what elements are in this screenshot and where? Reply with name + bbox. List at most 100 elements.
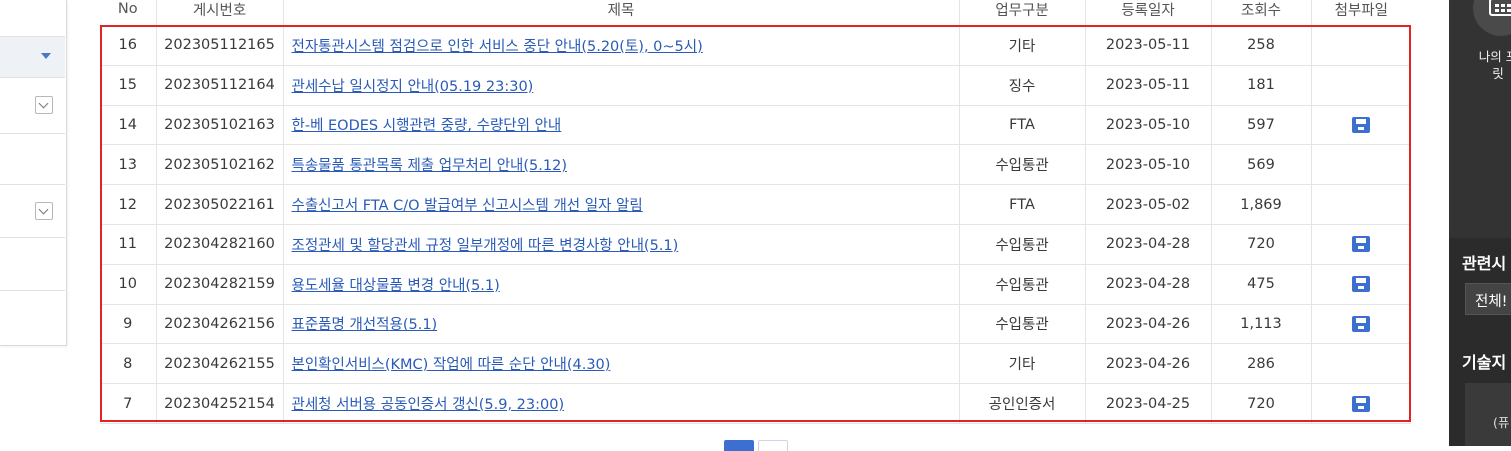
cell-views: 258 bbox=[1210, 25, 1311, 66]
caret-down-icon[interactable] bbox=[41, 53, 51, 59]
cell-title[interactable]: 특송물품 통관목록 제출 업무처리 안내(5.12) bbox=[282, 144, 959, 186]
notice-title-link[interactable]: 특송물품 통관목록 제출 업무처리 안내(5.12) bbox=[291, 158, 567, 175]
cell-post-id: 202304262156 bbox=[155, 304, 283, 345]
filter-dropdown-row[interactable] bbox=[0, 37, 65, 78]
table-row: 9 202304262156 표준품명 개선적용(5.1) 수입통관 2023-04-2… bbox=[100, 304, 1411, 345]
cell-title[interactable]: 전자통관시스템 점검으로 인한 서비스 중단 안내(5.20(토), 0~5시) bbox=[282, 25, 959, 66]
cell-date: 2023-05-11 bbox=[1084, 65, 1211, 106]
notice-title-link[interactable]: 관세청 서버용 공동인증서 갱신(5.9, 23:00) bbox=[291, 397, 565, 414]
notice-title-link[interactable]: 표준품명 개선적용(5.1) bbox=[291, 317, 438, 334]
notice-title-link[interactable]: 수출신고서 FTA C/O 발급여부 신고시스템 개선 일자 알림 bbox=[291, 198, 643, 215]
tech-support-heading: 기술지 bbox=[1462, 353, 1507, 372]
table-row: 12 202305022161 수출신고서 FTA C/O 발급여부 신고시스템 개… bbox=[100, 184, 1411, 225]
cell-date: 2023-05-11 bbox=[1084, 25, 1211, 66]
save-disk-icon[interactable] bbox=[1352, 276, 1371, 293]
cell-title[interactable]: 용도세율 대상물품 변경 안내(5.1) bbox=[282, 264, 959, 305]
cell-post-id: 202304282159 bbox=[155, 264, 283, 305]
calculator-icon bbox=[1489, 0, 1511, 16]
related-sites-heading: 관련시 bbox=[1462, 254, 1507, 273]
table-header-row: No 게시번호 제목 업무구분 등록일자 조회수 첨부파일 bbox=[100, 0, 1411, 26]
related-sites-select[interactable]: 전체! bbox=[1465, 283, 1511, 315]
filter-row bbox=[0, 134, 65, 185]
chevron-down-icon[interactable] bbox=[35, 96, 53, 114]
cell-post-id: 202304252154 bbox=[155, 383, 283, 424]
column-header-post-id: 게시번호 bbox=[155, 0, 283, 26]
filter-row bbox=[0, 0, 65, 37]
portlet-label-line2: 릿 bbox=[1492, 66, 1504, 81]
notice-title-link[interactable]: 전자통관시스템 점검으로 인한 서비스 중단 안내(5.20(토), 0~5시) bbox=[291, 38, 703, 55]
cell-category: 수입통관 bbox=[958, 264, 1085, 305]
notice-title-link[interactable]: 한-베 EODES 시행관련 중량, 수량단위 안내 bbox=[291, 118, 562, 135]
cell-no: 11 bbox=[100, 224, 156, 265]
cell-title[interactable]: 관세수납 일시정지 안내(05.19 23:30) bbox=[282, 65, 959, 106]
cell-title[interactable]: 한-베 EODES 시행관련 중량, 수량단위 안내 bbox=[282, 105, 959, 146]
column-header-category: 업무구분 bbox=[958, 0, 1085, 26]
save-disk-icon[interactable] bbox=[1352, 116, 1371, 133]
cell-attachment[interactable] bbox=[1310, 105, 1411, 146]
chevron-down-icon[interactable] bbox=[35, 202, 53, 220]
cell-date: 2023-04-25 bbox=[1084, 383, 1211, 424]
cell-category: 기타 bbox=[958, 343, 1085, 385]
cell-attachment bbox=[1310, 25, 1411, 66]
cell-title[interactable]: 본인확인서비스(KMC) 작업에 따른 순단 안내(4.30) bbox=[282, 343, 959, 385]
left-filter-panel bbox=[0, 0, 67, 346]
notice-title-link[interactable]: 조정관세 및 할당관세 규정 일부개정에 따른 변경사항 안내(5.1) bbox=[291, 237, 679, 254]
cell-title[interactable]: 수출신고서 FTA C/O 발급여부 신고시스템 개선 일자 알림 bbox=[282, 184, 959, 225]
column-header-no: No bbox=[100, 0, 156, 26]
filter-select-row bbox=[0, 78, 65, 134]
table-row: 10 202304282159 용도세율 대상물품 변경 안내(5.1) 수입통관 20… bbox=[100, 264, 1411, 305]
notice-title-link[interactable]: 용도세율 대상물품 변경 안내(5.1) bbox=[291, 277, 500, 294]
cell-category: 수입통관 bbox=[958, 224, 1085, 265]
table-row: 8 202304262155 본인확인서비스(KMC) 작업에 따른 순단 안내(4… bbox=[100, 343, 1411, 385]
cell-title[interactable]: 표준품명 개선적용(5.1) bbox=[282, 304, 959, 345]
column-header-title: 제목 bbox=[282, 0, 959, 26]
save-disk-icon[interactable] bbox=[1352, 395, 1371, 412]
save-disk-icon[interactable] bbox=[1352, 315, 1371, 332]
table-row: 16 202305112165 전자통관시스템 점검으로 인한 서비스 중단 안내(… bbox=[100, 25, 1411, 66]
cell-views: 286 bbox=[1210, 343, 1311, 385]
column-header-views: 조회수 bbox=[1210, 0, 1311, 26]
cell-post-id: 202305102163 bbox=[155, 105, 283, 146]
portlet-label-line1: 나의 포 bbox=[1478, 49, 1511, 64]
cell-views: 597 bbox=[1210, 105, 1311, 146]
cell-post-id: 202304282160 bbox=[155, 224, 283, 265]
column-header-date: 등록일자 bbox=[1084, 0, 1211, 26]
cell-category: 공인인증서 bbox=[958, 383, 1085, 424]
notice-board-table: No 게시번호 제목 업무구분 등록일자 조회수 첨부파일 16 20230511… bbox=[100, 0, 1411, 424]
column-header-attachment: 첨부파일 bbox=[1310, 0, 1411, 26]
cell-date: 2023-04-26 bbox=[1084, 343, 1211, 385]
cell-views: 475 bbox=[1210, 264, 1311, 305]
cell-category: FTA bbox=[958, 184, 1085, 225]
cell-title[interactable]: 관세청 서버용 공동인증서 갱신(5.9, 23:00) bbox=[282, 383, 959, 424]
cell-no: 15 bbox=[100, 65, 156, 106]
cell-no: 8 bbox=[100, 343, 156, 385]
filter-select-row bbox=[0, 185, 65, 238]
cell-views: 720 bbox=[1210, 383, 1311, 424]
cell-attachment bbox=[1310, 184, 1411, 225]
cell-no: 10 bbox=[100, 264, 156, 305]
portlet-shortcut-label[interactable]: 나의 포 릿 bbox=[1468, 48, 1511, 82]
tech-support-box[interactable] bbox=[1465, 383, 1511, 446]
cell-date: 2023-04-26 bbox=[1084, 304, 1211, 345]
cell-attachment[interactable] bbox=[1310, 383, 1411, 424]
cell-attachment[interactable] bbox=[1310, 304, 1411, 345]
table-row: 7 202304252154 관세청 서버용 공동인증서 갱신(5.9, 23:00… bbox=[100, 383, 1411, 424]
cell-title[interactable]: 조정관세 및 할당관세 규정 일부개정에 따른 변경사항 안내(5.1) bbox=[282, 224, 959, 265]
cell-attachment bbox=[1310, 65, 1411, 106]
cell-date: 2023-05-02 bbox=[1084, 184, 1211, 225]
notice-title-link[interactable]: 관세수납 일시정지 안내(05.19 23:30) bbox=[291, 78, 534, 95]
cell-post-id: 202304262155 bbox=[155, 343, 283, 385]
table-row: 15 202305112164 관세수납 일시정지 안내(05.19 23:30) 징… bbox=[100, 65, 1411, 106]
cell-post-id: 202305102162 bbox=[155, 144, 283, 186]
cell-attachment bbox=[1310, 144, 1411, 186]
notice-title-link[interactable]: 본인확인서비스(KMC) 작업에 따른 순단 안내(4.30) bbox=[291, 357, 611, 374]
table-row: 14 202305102163 한-베 EODES 시행관련 중량, 수량단위 안내… bbox=[100, 105, 1411, 146]
cell-date: 2023-05-10 bbox=[1084, 144, 1211, 186]
cell-date: 2023-04-28 bbox=[1084, 264, 1211, 305]
cell-date: 2023-04-28 bbox=[1084, 224, 1211, 265]
cell-attachment[interactable] bbox=[1310, 264, 1411, 305]
cell-views: 720 bbox=[1210, 224, 1311, 265]
cell-attachment[interactable] bbox=[1310, 224, 1411, 265]
save-disk-icon[interactable] bbox=[1352, 236, 1371, 253]
cell-category: FTA bbox=[958, 105, 1085, 146]
